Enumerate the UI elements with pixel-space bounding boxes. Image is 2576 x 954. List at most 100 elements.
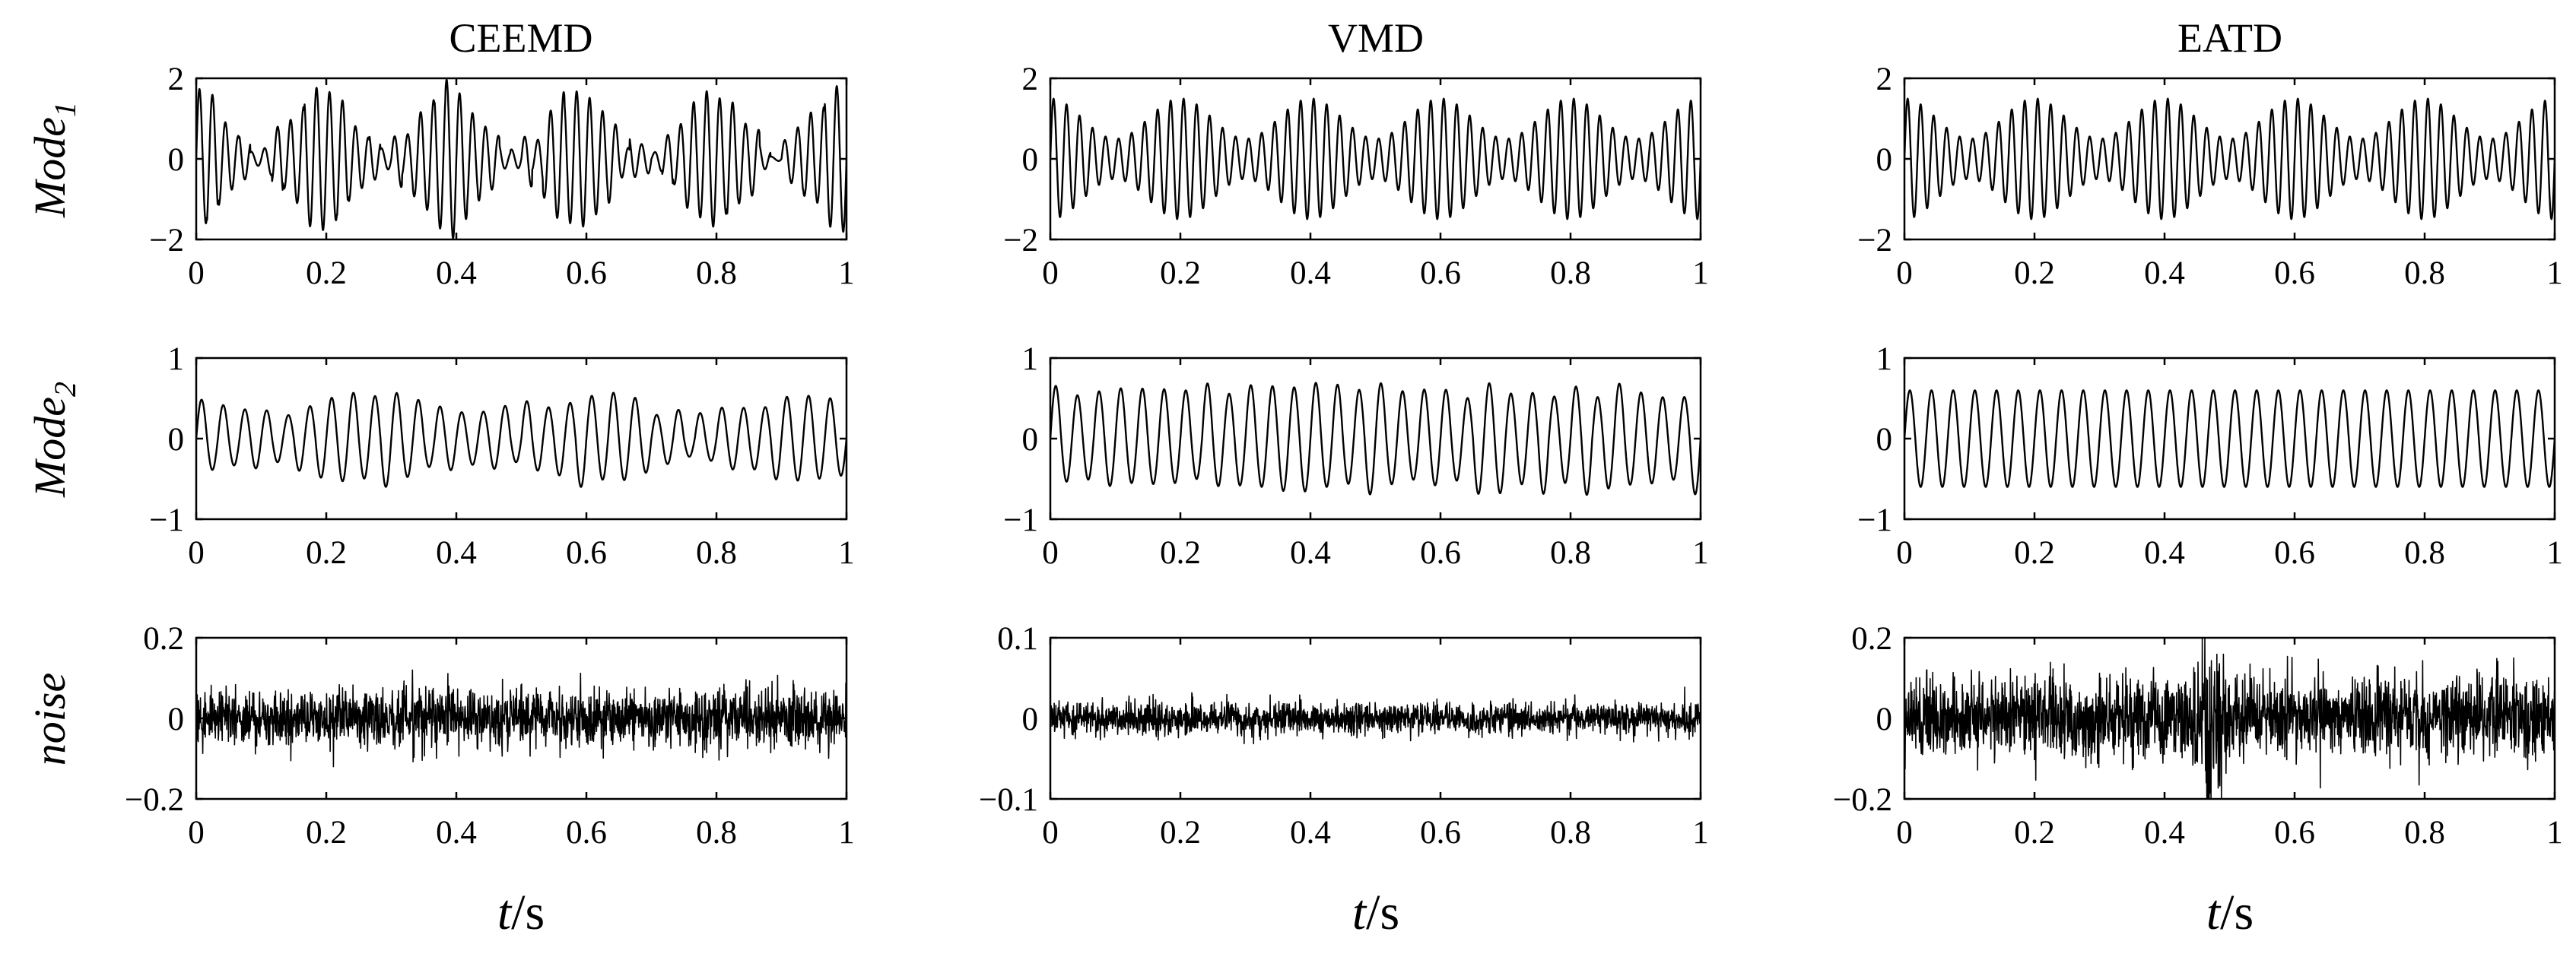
x-tick-label: 0.6 [1420,255,1461,291]
x-tick-label: 0.8 [2404,535,2445,571]
panel-eatd-mode1: 0 0.2 0.4 0.6 0.8 1−202 [1857,62,2563,291]
x-tick-label: 0 [188,815,205,851]
y-tick-label: 0 [1876,702,1893,737]
x-tick-label: 0.6 [2274,815,2315,851]
column-title-vmd: VMD [1328,15,1424,61]
x-tick-label: 0.6 [2274,535,2315,571]
x-tick-label: 0.4 [2144,535,2185,571]
x-tick-label: 0.2 [2014,815,2055,851]
y-tick-label: 0 [1022,142,1039,178]
x-tick-label: 0.6 [1420,815,1461,851]
panel-ceemd-mode1: 0 0.2 0.4 0.6 0.8 1−202 [149,62,855,291]
x-tick-label: 1 [2546,535,2563,571]
row-label-mode1: Mode1 [25,102,82,218]
y-tick-label: −1 [1857,502,1892,538]
y-tick-label: −0.1 [979,782,1038,818]
x-tick-label: 0.8 [696,255,737,291]
x-tick-label: 0.2 [306,535,347,571]
y-tick-label: 0.2 [143,621,184,657]
x-tick-label: 0.8 [1550,535,1591,571]
y-tick-label: −1 [1003,502,1038,538]
x-tick-label: 0.6 [2274,255,2315,291]
x-tick-label: 0 [1042,535,1059,571]
x-tick-label: 0.2 [1160,535,1201,571]
panel-vmd-mode2: 0 0.2 0.4 0.6 0.8 1−101 [1003,341,1709,571]
x-tick-label: 0 [1042,255,1059,291]
x-tick-label: 0.4 [1290,535,1331,571]
series-line [196,78,846,239]
series-line [1050,97,1701,220]
x-tick-label: 0 [188,255,205,291]
y-tick-label: 1 [168,341,185,377]
x-tick-label: 0.6 [1420,535,1461,571]
y-tick-label: 1 [1022,341,1039,377]
xaxis-label-ceemd: t/s [497,885,545,940]
x-tick-label: 1 [838,535,855,571]
panel-vmd-mode1: 0 0.2 0.4 0.6 0.8 1−202 [1003,62,1709,291]
x-tick-label: 0.2 [2014,535,2055,571]
series-line [1904,638,2555,799]
y-tick-label: −0.2 [1833,782,1892,818]
y-tick-label: 2 [168,62,185,97]
series-line [1904,389,2555,488]
x-tick-label: 0.4 [1290,255,1331,291]
x-tick-label: 0.2 [306,255,347,291]
x-tick-label: 0.2 [306,815,347,851]
y-tick-label: 0.2 [1851,621,1892,657]
row-label-noise: noise [25,673,75,765]
x-tick-label: 0.4 [2144,815,2185,851]
y-tick-label: −2 [149,223,184,258]
x-tick-label: 0.2 [2014,255,2055,291]
x-tick-label: 0.4 [436,255,477,291]
panel-vmd-noise: 0 0.2 0.4 0.6 0.8 1−0.100.1 [979,621,1709,851]
series-line [1904,97,2555,220]
x-tick-label: 0.8 [1550,815,1591,851]
x-tick-label: 0 [1896,815,1913,851]
xaxis-label-eatd: t/s [2206,885,2254,940]
x-tick-label: 0.6 [566,815,607,851]
x-tick-label: 1 [838,255,855,291]
panel-eatd-mode2: 0 0.2 0.4 0.6 0.8 1−101 [1857,341,2563,571]
x-tick-label: 1 [1692,535,1709,571]
panel-ceemd-mode2: 0 0.2 0.4 0.6 0.8 1−101 [149,341,855,571]
x-tick-label: 0.6 [566,535,607,571]
x-tick-label: 0.2 [1160,255,1201,291]
y-tick-label: −0.2 [125,782,184,818]
x-tick-label: 0 [188,535,205,571]
y-tick-label: 1 [1876,341,1893,377]
x-tick-label: 1 [2546,255,2563,291]
x-tick-label: 0 [1896,535,1913,571]
y-tick-label: 0 [1876,142,1893,178]
x-tick-label: 0.8 [1550,255,1591,291]
column-title-ceemd: CEEMD [449,15,593,61]
y-tick-label: 0 [168,142,185,178]
series-line [1050,686,1701,745]
x-tick-label: 1 [1692,255,1709,291]
xaxis-label-vmd: t/s [1352,885,1399,940]
y-tick-label: 0 [168,702,185,737]
x-tick-label: 0.4 [436,535,477,571]
x-tick-label: 1 [1692,815,1709,851]
x-tick-label: 0.8 [696,535,737,571]
row-label-mode2: Mode2 [25,382,82,498]
x-tick-label: 0.4 [2144,255,2185,291]
panel-ceemd-noise: 0 0.2 0.4 0.6 0.8 1−0.200.2 [125,621,855,851]
column-title-eatd: EATD [2177,15,2282,61]
x-tick-label: 0.8 [2404,815,2445,851]
y-tick-label: 2 [1876,62,1893,97]
x-tick-label: 0.8 [2404,255,2445,291]
x-tick-label: 0.8 [696,815,737,851]
x-tick-label: 1 [838,815,855,851]
y-tick-label: 0 [168,422,185,458]
y-tick-label: 0 [1876,422,1893,458]
x-tick-label: 0.4 [1290,815,1331,851]
series-line [1050,382,1701,496]
x-tick-label: 0.6 [566,255,607,291]
y-tick-label: −2 [1857,223,1892,258]
x-tick-label: 0.2 [1160,815,1201,851]
y-tick-label: 2 [1022,62,1039,97]
panel-eatd-noise: 0 0.2 0.4 0.6 0.8 1−0.200.2 [1833,621,2563,851]
y-tick-label: 0 [1022,422,1039,458]
